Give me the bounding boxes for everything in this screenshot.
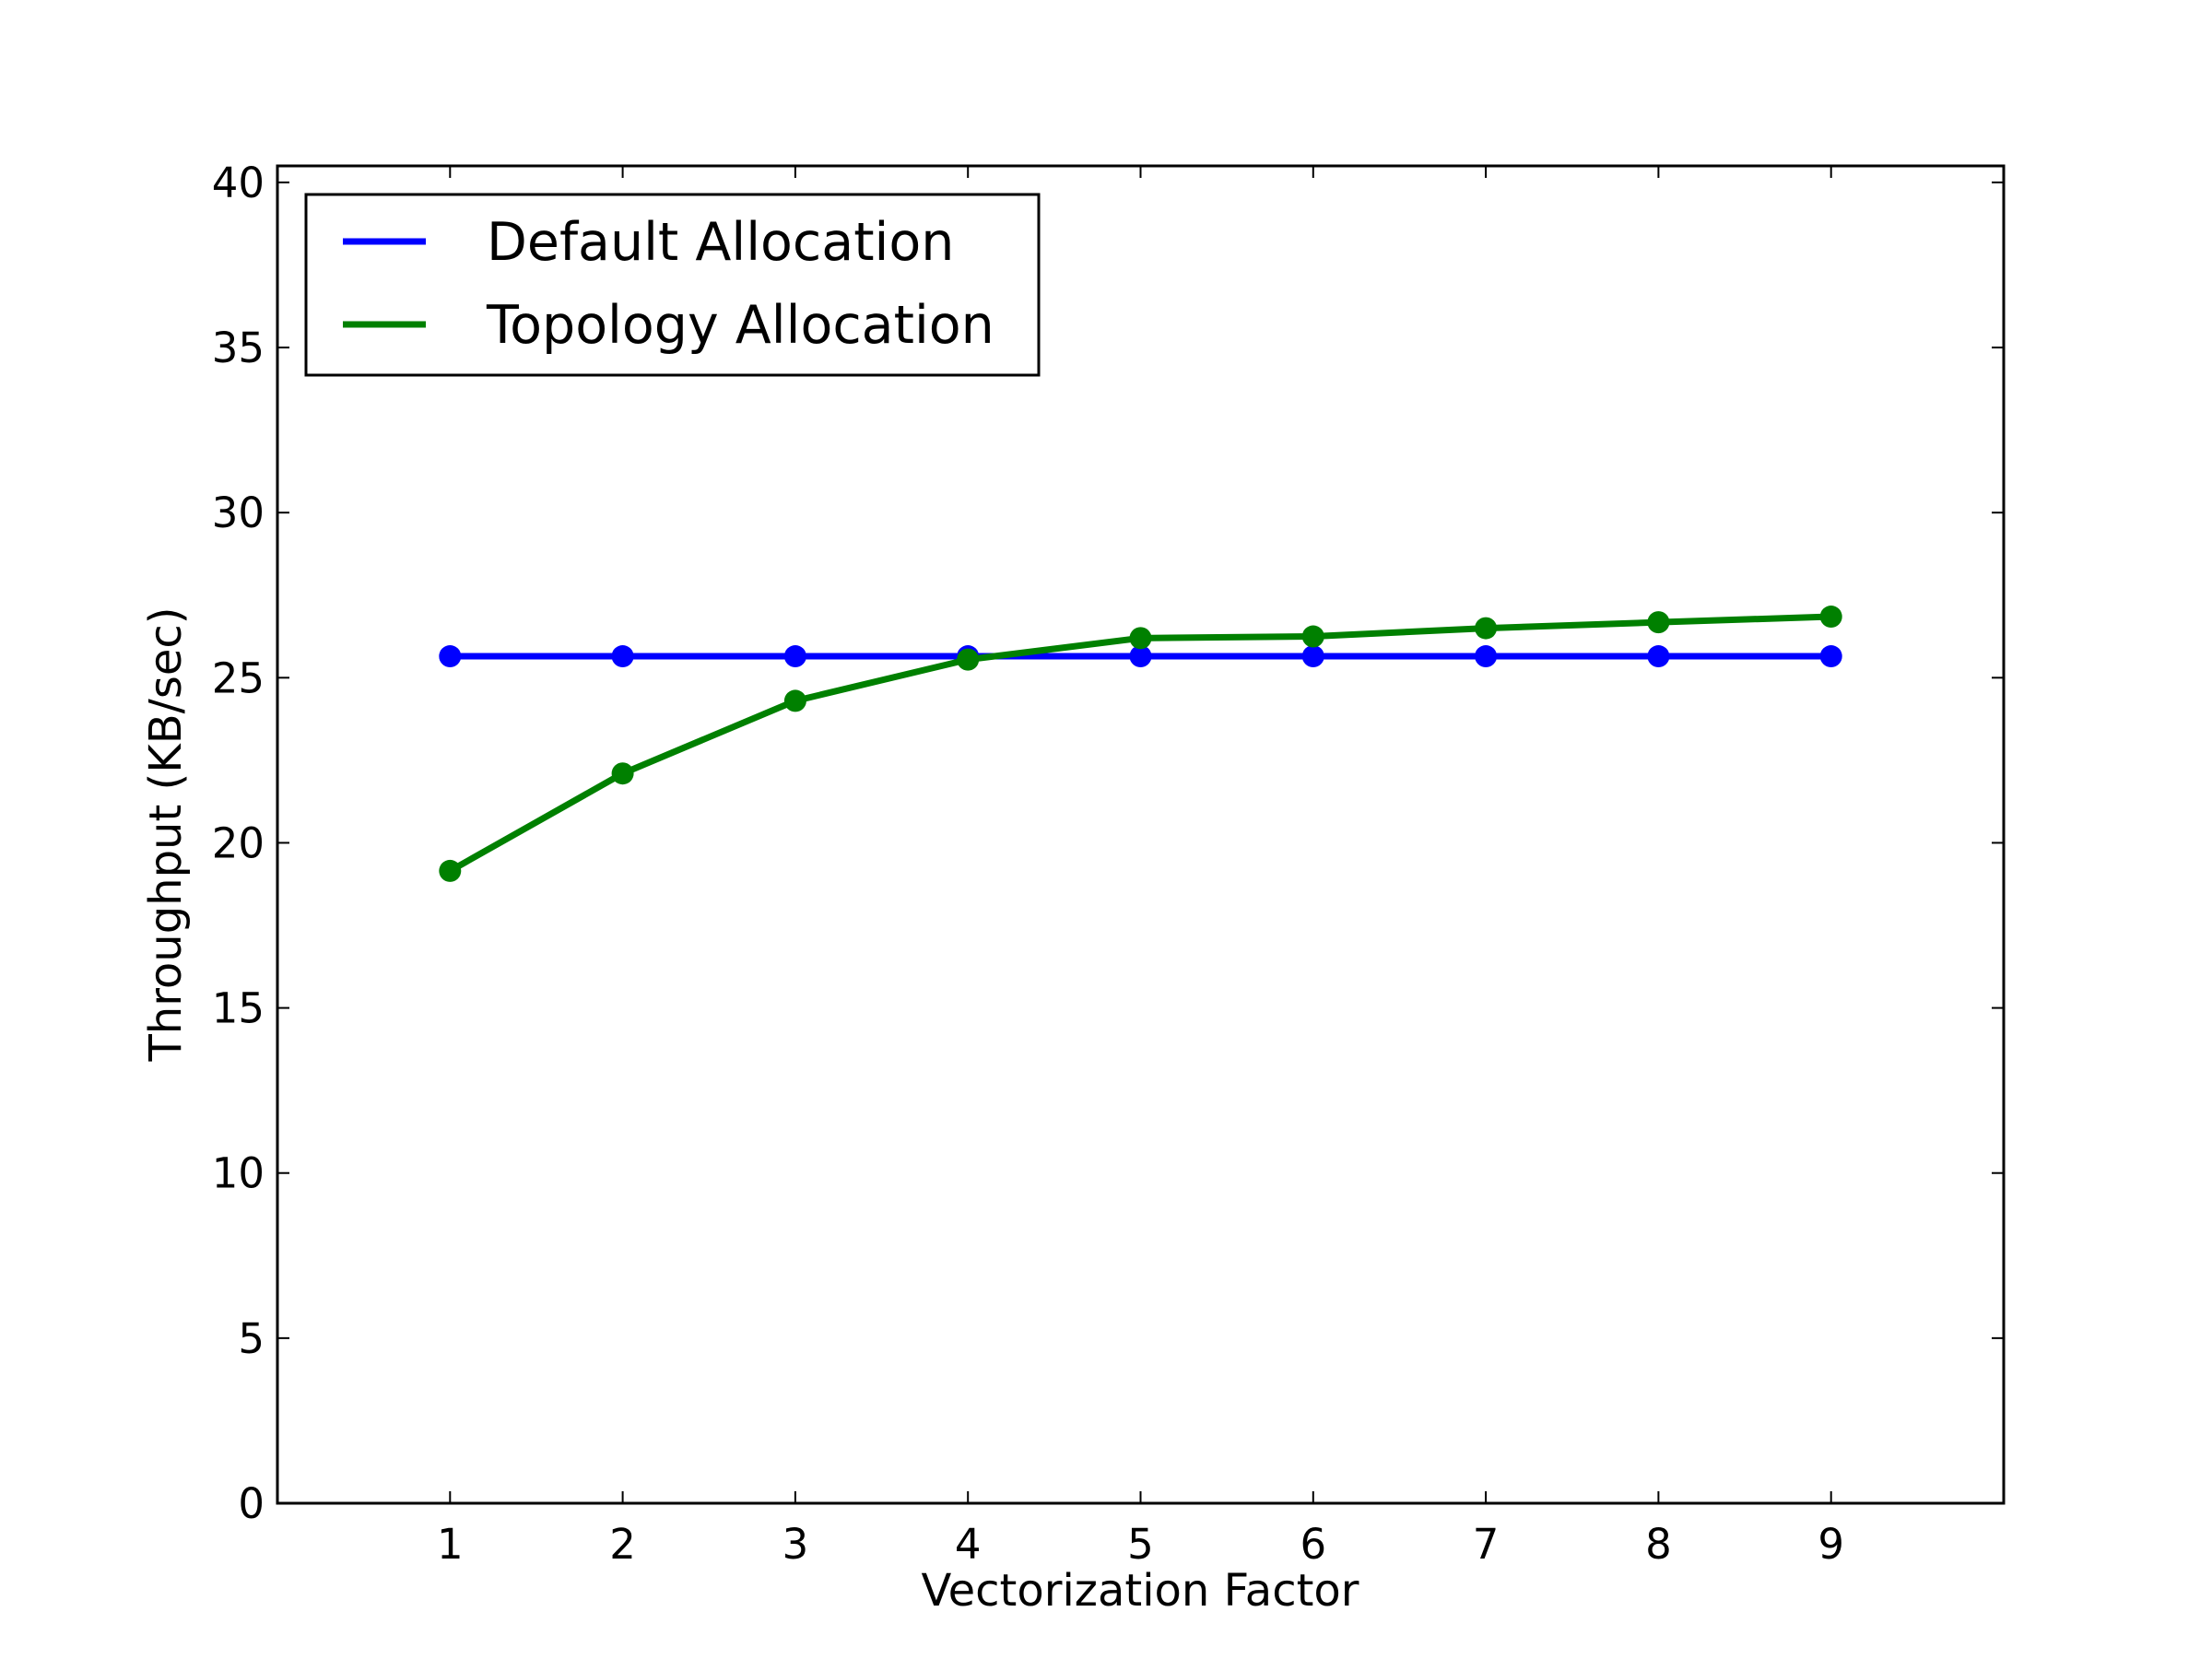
- tick-labels: 1 2 3 4 5 6 7 8 9 0 5 10 15 20 25 30 35 40: [212, 159, 1844, 1569]
- x-tick-label: 2: [609, 1520, 636, 1569]
- data-point: [1301, 625, 1324, 648]
- data-point: [439, 645, 462, 668]
- data-point: [1647, 611, 1670, 634]
- data-point: [783, 645, 806, 668]
- data-point: [1647, 645, 1670, 668]
- data-point: [957, 648, 980, 671]
- y-tick-label: 15: [212, 984, 265, 1033]
- legend: Default Allocation Topology Allocation: [304, 193, 1041, 377]
- x-tick-label: 7: [1473, 1520, 1500, 1569]
- x-tick-label: 4: [955, 1520, 982, 1569]
- data-point: [611, 645, 634, 668]
- data-point: [611, 762, 634, 785]
- x-tick-label: 9: [1818, 1520, 1844, 1569]
- data-point: [439, 859, 462, 882]
- x-tick-label: 5: [1127, 1520, 1154, 1569]
- series-layer: [439, 606, 1842, 882]
- legend-label: Topology Allocation: [486, 295, 994, 356]
- legend-label: Default Allocation: [487, 212, 954, 273]
- y-tick-label: 30: [212, 488, 265, 537]
- y-tick-label: 25: [212, 653, 265, 702]
- legend-box: [304, 193, 1041, 377]
- x-tick-label: 3: [782, 1520, 809, 1569]
- x-tick-label: 1: [437, 1520, 464, 1569]
- y-tick-label: 0: [238, 1479, 265, 1528]
- data-point: [783, 689, 806, 712]
- data-point: [1475, 645, 1498, 668]
- y-tick-label: 20: [212, 818, 265, 867]
- plot-frame: [276, 164, 2006, 1505]
- data-point: [1819, 606, 1842, 629]
- data-point: [1301, 645, 1324, 668]
- x-axis-label: Vectorization Factor: [921, 1565, 1359, 1617]
- x-tick-label: 6: [1300, 1520, 1326, 1569]
- y-tick-label: 5: [238, 1314, 265, 1363]
- data-point: [1129, 645, 1152, 668]
- data-point: [1129, 627, 1152, 650]
- y-tick-label: 40: [212, 159, 265, 207]
- data-point: [1819, 645, 1842, 668]
- data-point: [1475, 617, 1498, 640]
- y-axis-label: Throughput (KB/sec): [140, 606, 192, 1062]
- y-tick-label: 10: [212, 1149, 265, 1198]
- x-tick-label: 8: [1645, 1520, 1672, 1569]
- y-tick-label: 35: [212, 324, 265, 372]
